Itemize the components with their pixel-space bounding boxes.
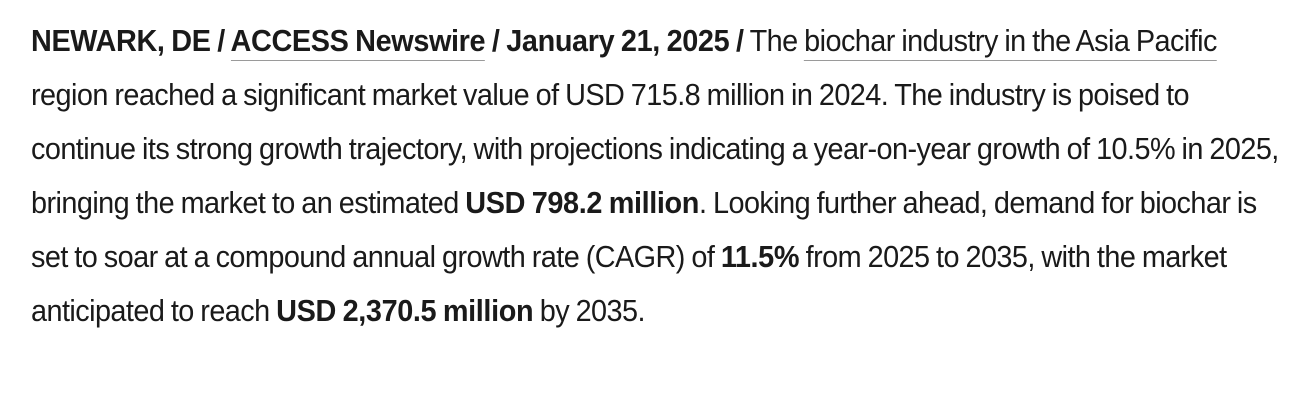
dateline: NEWARK, DE / xyxy=(31,23,231,58)
lead-paragraph: NEWARK, DE / ACCESS Newswire / January 2… xyxy=(31,14,1291,338)
topic-link[interactable]: biochar industry in the Asia Pacific xyxy=(804,23,1217,61)
paragraph-text: region reached a significant market valu… xyxy=(31,77,1279,220)
paragraph-text: . Looking further ahead, demand for bioc… xyxy=(31,185,1257,274)
paragraph-text: from 2025 to 2035, with the market antic… xyxy=(31,239,1227,328)
release-date: / January 21, 2025 / xyxy=(485,23,744,58)
paragraph-text: The xyxy=(743,23,805,58)
highlight-cagr: 11.5% xyxy=(720,239,800,274)
highlight-value: USD 798.2 million xyxy=(465,185,700,220)
paragraph-text: by 2035. xyxy=(533,293,646,328)
source-link[interactable]: ACCESS Newswire xyxy=(230,23,486,61)
press-release-body: NEWARK, DE / ACCESS Newswire / January 2… xyxy=(31,14,1291,338)
highlight-value: USD 2,370.5 million xyxy=(276,293,534,328)
